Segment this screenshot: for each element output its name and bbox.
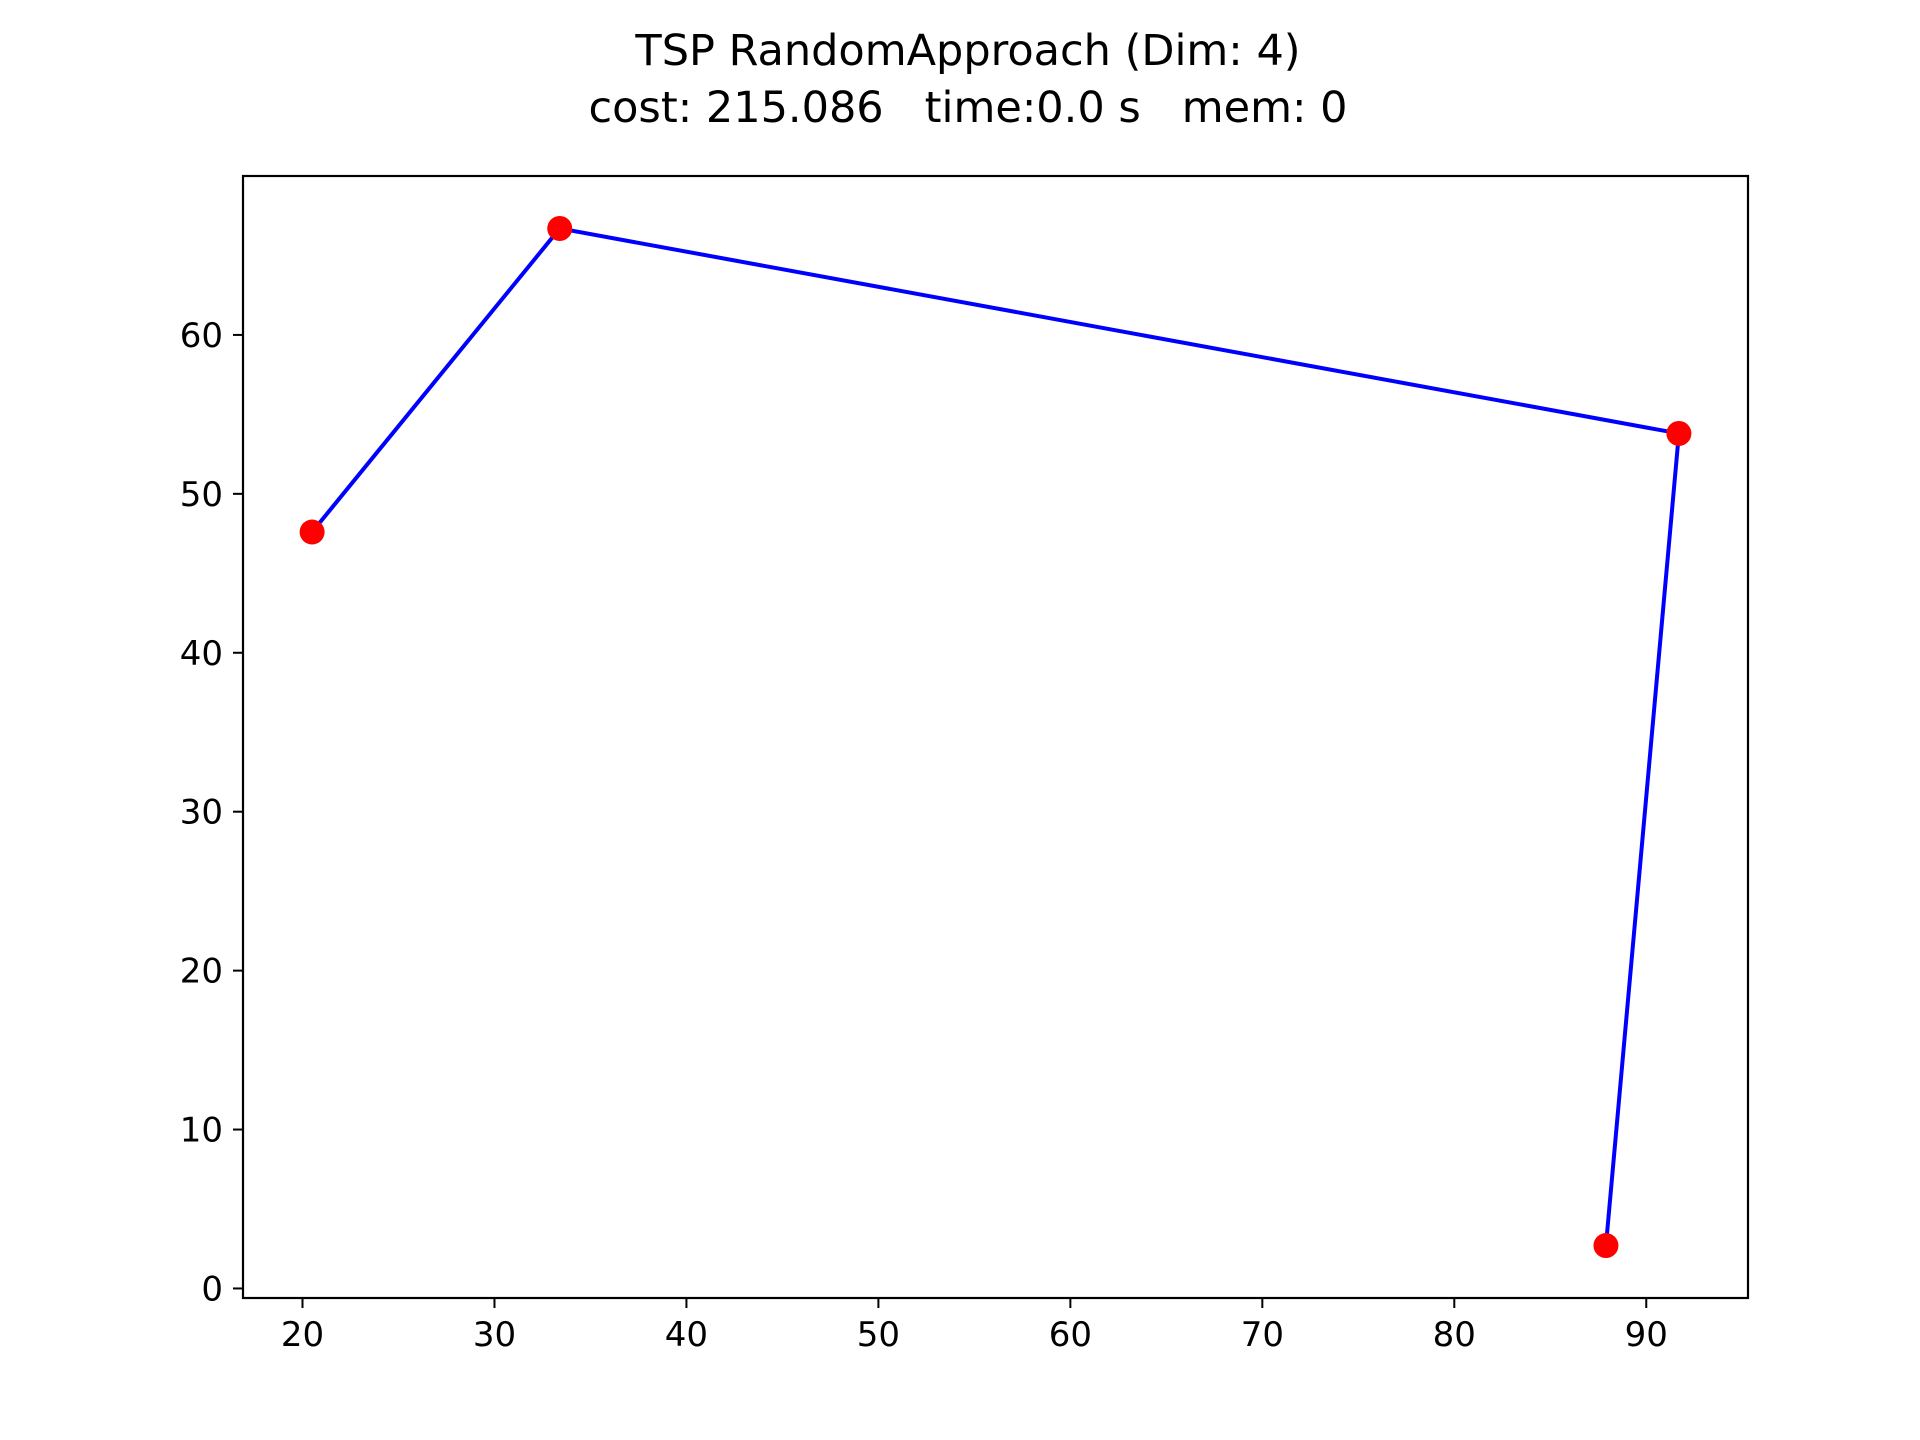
x-tick-label: 90 (1625, 1315, 1668, 1355)
axes: 20 30 40 50 60 70 80 90 0 10 20 30 40 50 60 (180, 316, 1668, 1355)
x-tick-label: 40 (665, 1315, 708, 1355)
x-tick-label: 20 (281, 1315, 324, 1355)
plot-area (299, 215, 1692, 1259)
chart-subtitle: cost: 215.086 time:0.0 s mem: 0 (588, 83, 1347, 133)
y-tick-label: 30 (180, 793, 223, 833)
x-tick-label: 50 (857, 1315, 900, 1355)
y-tick-label: 0 (201, 1269, 223, 1309)
y-tick-label: 40 (180, 634, 223, 674)
route-line (310, 226, 1681, 1248)
y-tick-label: 50 (180, 475, 223, 515)
x-tick-label: 80 (1433, 1315, 1476, 1355)
city-point (299, 519, 325, 545)
city-point (547, 215, 573, 241)
axes-frame (241, 174, 1750, 1300)
y-tick-label: 10 (180, 1111, 223, 1151)
x-tick-label: 60 (1049, 1315, 1092, 1355)
city-point (1666, 420, 1692, 446)
x-tick-label: 70 (1241, 1315, 1284, 1355)
y-tick-label: 60 (180, 316, 223, 356)
x-tick-label: 30 (473, 1315, 516, 1355)
city-point (1593, 1233, 1619, 1259)
y-tick-label: 20 (180, 952, 223, 992)
chart-title: TSP RandomApproach (Dim: 4) (634, 26, 1300, 76)
